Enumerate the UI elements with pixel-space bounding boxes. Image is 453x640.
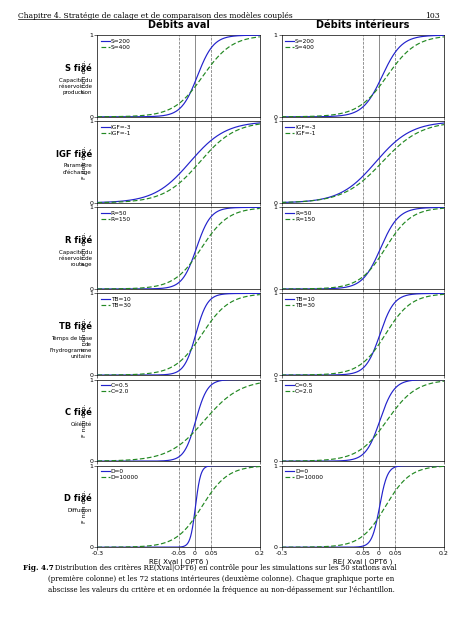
Y-axis label: F non dép.: F non dép.	[82, 60, 87, 93]
Legend: D=0, D=10000: D=0, D=10000	[100, 468, 140, 481]
Legend: S=200, S=400: S=200, S=400	[100, 38, 131, 51]
Text: Fig. 4.7: Fig. 4.7	[23, 564, 53, 572]
Text: Débits intérieurs: Débits intérieurs	[316, 20, 410, 30]
Text: Célérité: Célérité	[71, 422, 92, 427]
Text: Capacité du
réservoir de
production: Capacité du réservoir de production	[59, 77, 92, 95]
Text: Temps de base
de
l'hydrogramme
unitaire: Temps de base de l'hydrogramme unitaire	[49, 335, 92, 359]
Legend: R=50, R=150: R=50, R=150	[284, 211, 316, 223]
Legend: S=200, S=400: S=200, S=400	[284, 38, 315, 51]
Legend: IGF=-3, IGF=-1: IGF=-3, IGF=-1	[284, 124, 316, 137]
Text: S fixé: S fixé	[65, 64, 92, 73]
Text: Paramètre
d'échange: Paramètre d'échange	[63, 163, 92, 175]
Legend: IGF=-3, IGF=-1: IGF=-3, IGF=-1	[100, 124, 132, 137]
Legend: TB=10, TB=30: TB=10, TB=30	[100, 296, 131, 309]
Text: Chapitre 4. Stratégie de calage et de comparaison des modèles couplés: Chapitre 4. Stratégie de calage et de co…	[18, 12, 293, 19]
X-axis label: RE( Xval | OPT6 ): RE( Xval | OPT6 )	[149, 559, 208, 566]
Y-axis label: F non dép.: F non dép.	[82, 490, 87, 523]
Y-axis label: F non dép.: F non dép.	[82, 145, 87, 179]
Text: : Distribution des critères RE(Xval|OPT6) en contrôle pour les simulations sur l: : Distribution des critères RE(Xval|OPT6…	[48, 564, 396, 595]
Legend: D=0, D=10000: D=0, D=10000	[284, 468, 323, 481]
Legend: TB=10, TB=30: TB=10, TB=30	[284, 296, 315, 309]
Legend: C=0.5, C=2.0: C=0.5, C=2.0	[100, 383, 130, 395]
Y-axis label: F non dép.: F non dép.	[82, 317, 87, 351]
Text: Capacité du
réservoir de
routage: Capacité du réservoir de routage	[59, 250, 92, 268]
Text: R fixé: R fixé	[65, 236, 92, 245]
Y-axis label: F non dép.: F non dép.	[82, 232, 87, 265]
Text: 103: 103	[424, 12, 439, 19]
Text: Diffusion: Diffusion	[67, 508, 92, 513]
Y-axis label: F non dép.: F non dép.	[82, 404, 87, 437]
Text: Débits aval: Débits aval	[148, 20, 210, 30]
Text: TB fixé: TB fixé	[59, 322, 92, 331]
Text: IGF fixé: IGF fixé	[56, 150, 92, 159]
X-axis label: RE( Xval | OPT6 ): RE( Xval | OPT6 )	[333, 559, 392, 566]
Text: C fixé: C fixé	[65, 408, 92, 417]
Text: D fixé: D fixé	[64, 494, 92, 503]
Legend: R=50, R=150: R=50, R=150	[100, 211, 131, 223]
Legend: C=0.5, C=2.0: C=0.5, C=2.0	[284, 383, 314, 395]
